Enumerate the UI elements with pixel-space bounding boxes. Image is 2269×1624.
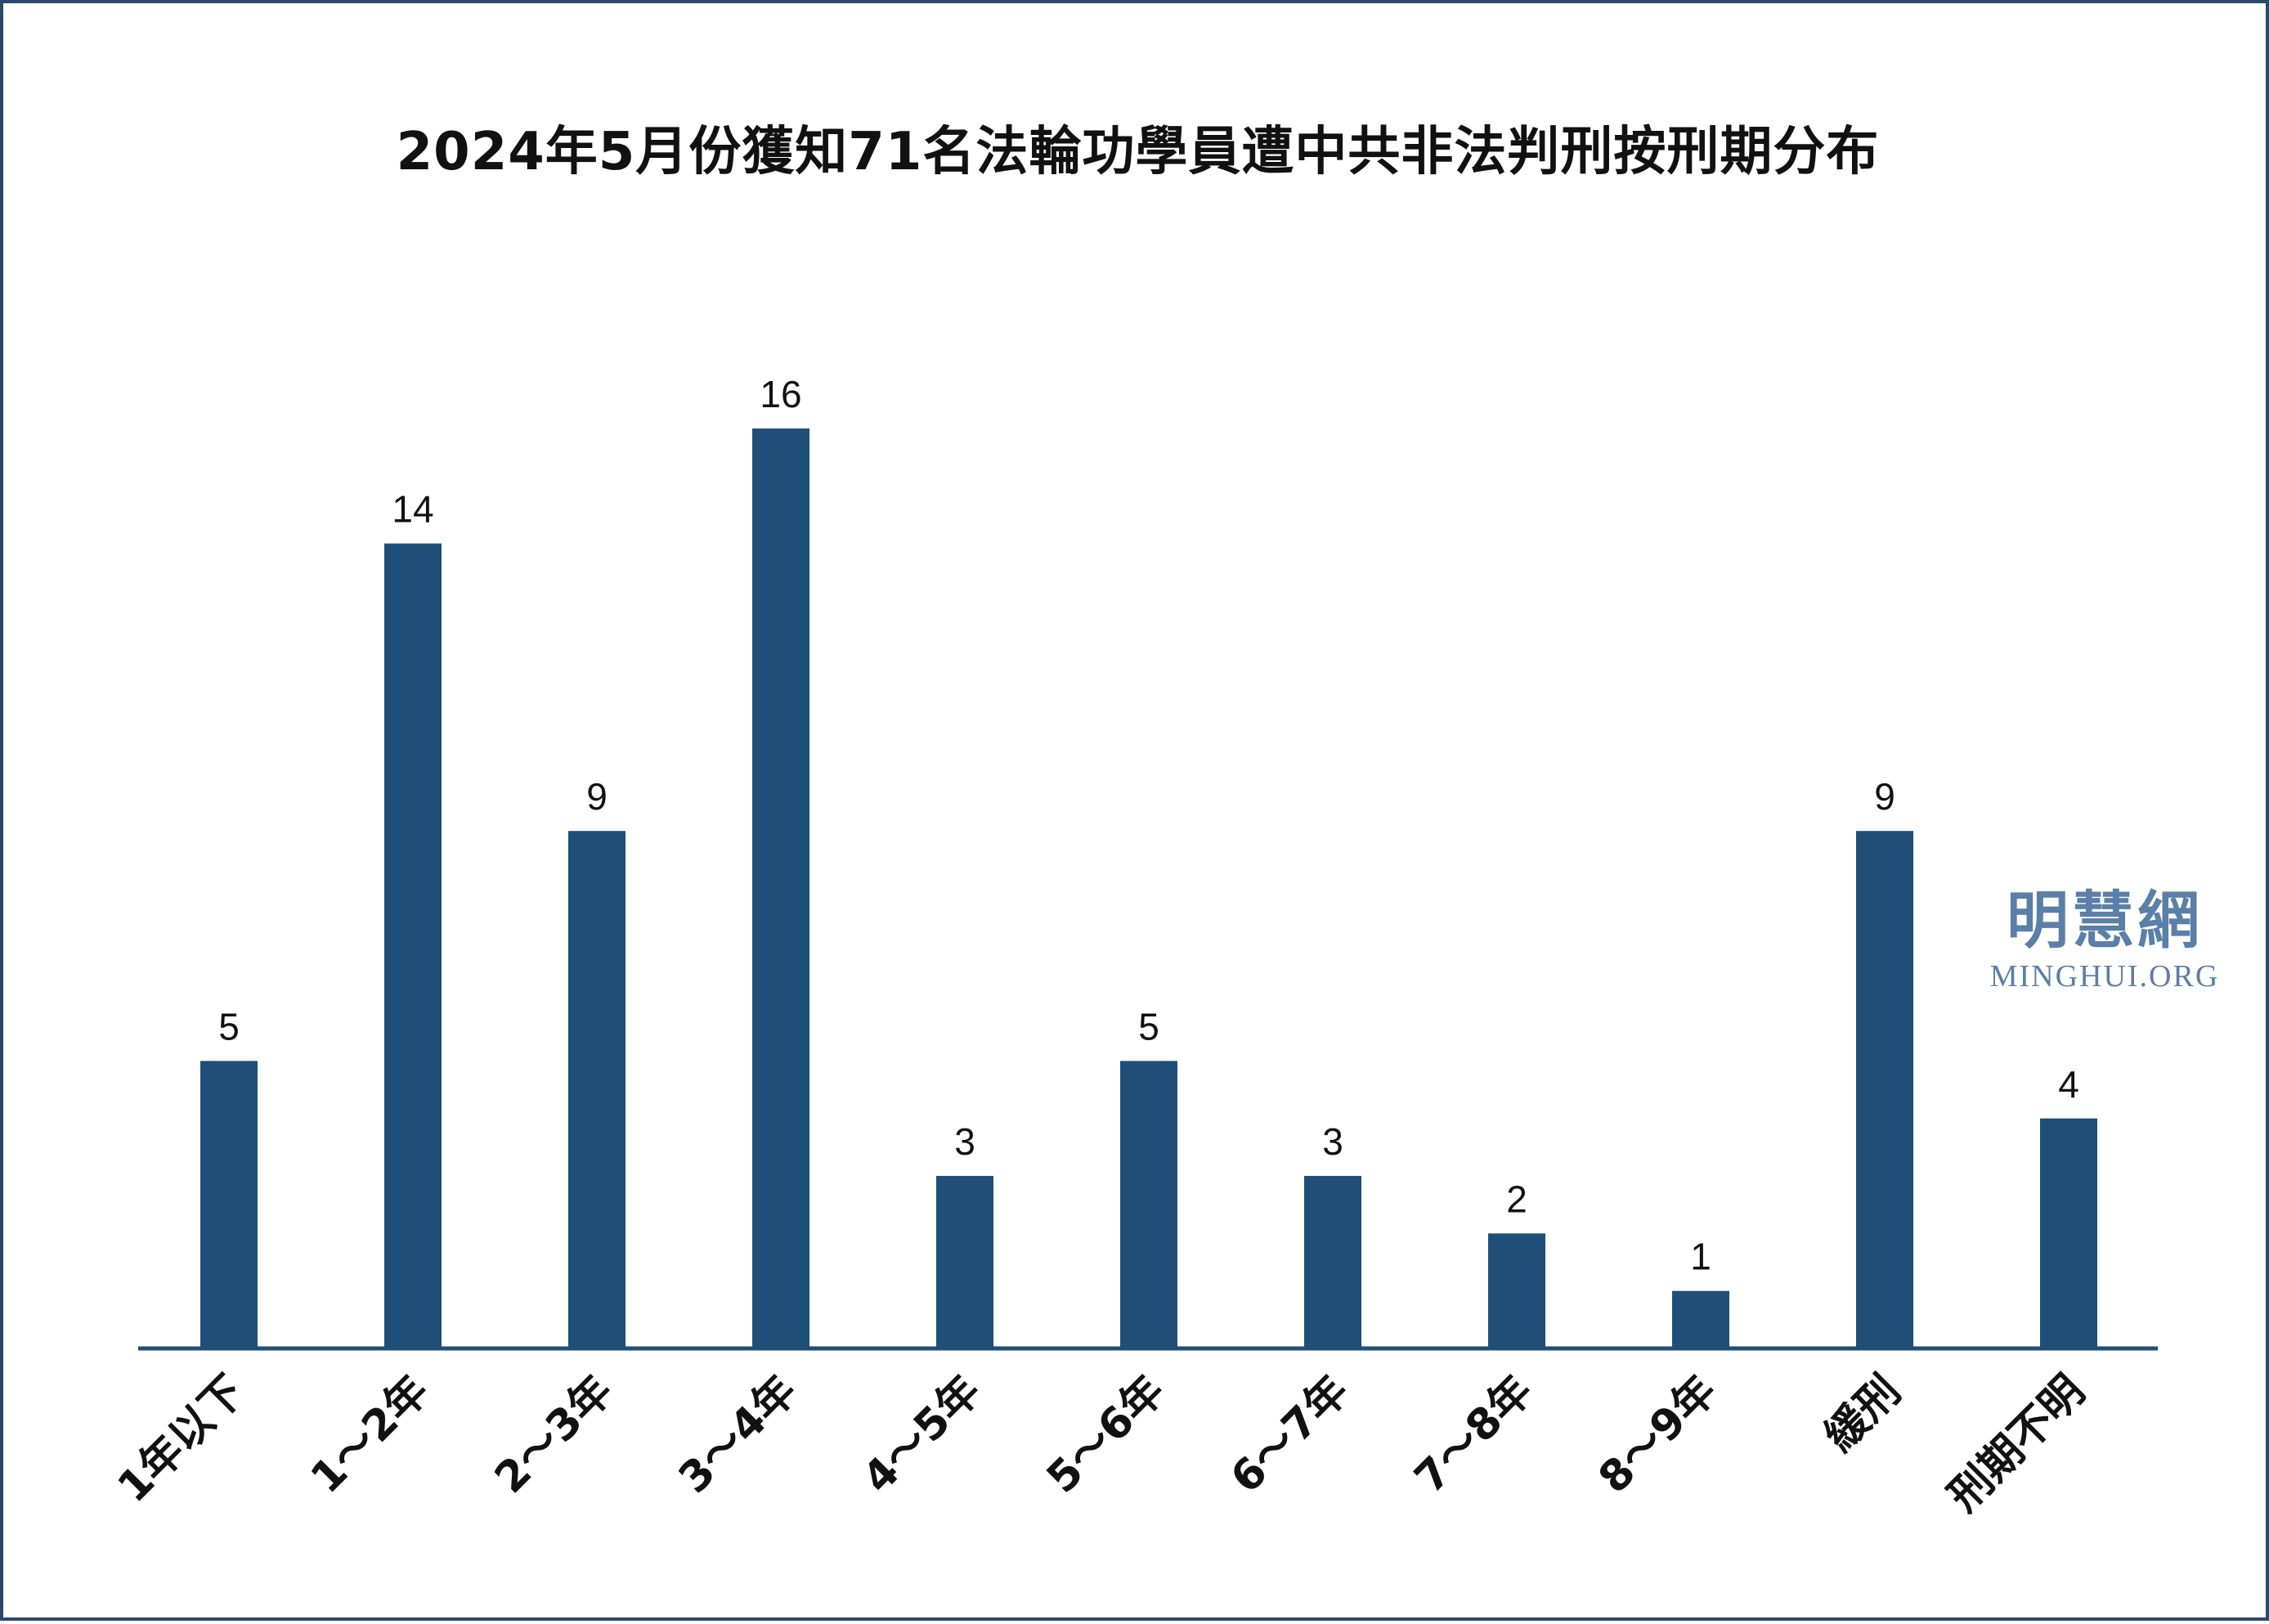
value-label-10: 9: [1874, 775, 1895, 818]
bar-chart: 5 14 9 16 3 5 3 2 1 9 4 1年以下 1～2年 2～3年 3～4年 4～5年 5～6年 6～…: [109, 373, 2158, 1522]
value-label-5: 3: [954, 1120, 975, 1163]
category-label-1: 1年以下: [109, 1366, 254, 1512]
bar-3: [568, 831, 626, 1348]
value-label-11: 4: [2058, 1063, 2079, 1106]
value-labels-layer: 5 14 9 16 3 5 3 2 1 9 4: [218, 373, 2079, 1278]
category-label-10: 緩刑: [1815, 1366, 1910, 1461]
bars-layer: [200, 428, 2097, 1348]
value-label-9: 1: [1690, 1236, 1711, 1278]
bar-9: [1672, 1290, 1729, 1348]
minghui-watermark: 明慧網 MINGHUI.ORG: [1966, 886, 2244, 994]
bar-1: [200, 1061, 258, 1348]
category-label-4: 3～4年: [670, 1366, 806, 1503]
bar-10: [1856, 831, 1913, 1348]
category-label-7: 6～7年: [1222, 1366, 1358, 1503]
bar-8: [1488, 1233, 1545, 1348]
bar-2: [384, 543, 442, 1348]
watermark-english-text: MINGHUI.ORG: [1989, 958, 2220, 994]
watermark-chinese-text: 明慧網: [2007, 884, 2203, 957]
category-label-11: 刑期不明: [1939, 1366, 2095, 1522]
value-label-6: 5: [1138, 1005, 1159, 1048]
category-label-5: 4～5年: [854, 1366, 990, 1503]
bar-4: [752, 428, 809, 1348]
category-label-6: 5～6年: [1038, 1366, 1174, 1503]
bar-11: [2040, 1118, 2097, 1348]
category-label-3: 2～3年: [486, 1366, 622, 1503]
bar-7: [1304, 1176, 1361, 1348]
value-label-2: 14: [392, 488, 433, 531]
value-label-4: 16: [760, 373, 801, 415]
category-label-8: 7～8年: [1406, 1366, 1542, 1503]
chart-title: 2024年5月份獲知71名法輪功學員遭中共非法判刑按刑期分布: [396, 122, 1880, 182]
category-labels-layer: 1年以下 1～2年 2～3年 3～4年 4～5年 5～6年 6～7年 7～8年 8～9年 緩刑 刑期…: [109, 1366, 2094, 1522]
category-label-9: 8～9年: [1590, 1366, 1726, 1503]
value-label-1: 5: [218, 1005, 240, 1048]
bar-5: [936, 1176, 993, 1348]
value-label-7: 3: [1322, 1120, 1343, 1163]
value-label-3: 9: [586, 775, 608, 818]
value-label-8: 2: [1506, 1178, 1527, 1220]
bar-6: [1120, 1061, 1177, 1348]
category-label-2: 1～2年: [302, 1366, 438, 1503]
